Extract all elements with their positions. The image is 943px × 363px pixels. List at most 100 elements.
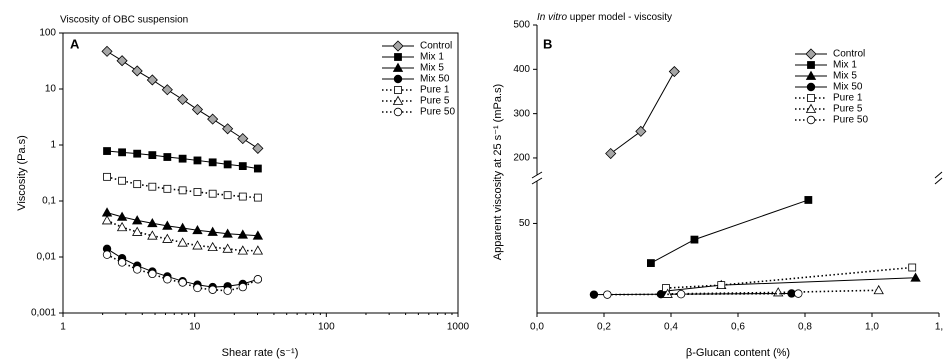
marker	[717, 281, 726, 290]
marker	[161, 84, 173, 96]
marker	[253, 193, 262, 202]
marker	[662, 284, 670, 292]
legend-label: Mix 1	[833, 60, 857, 71]
marker	[132, 226, 143, 236]
marker	[253, 275, 263, 284]
x-tick-label: 0,2	[597, 322, 611, 333]
marker	[178, 186, 187, 195]
marker	[222, 228, 233, 238]
legend-label: Pure 1	[833, 93, 863, 104]
marker	[207, 113, 219, 125]
marker	[222, 243, 233, 253]
marker	[101, 207, 113, 217]
marker	[178, 278, 187, 287]
marker	[101, 45, 113, 57]
y-tick-label: 100	[39, 28, 56, 39]
marker	[178, 154, 187, 163]
marker	[223, 286, 232, 295]
marker	[177, 93, 189, 106]
marker	[647, 259, 655, 267]
marker	[117, 258, 127, 267]
marker	[805, 103, 817, 113]
marker	[103, 147, 111, 155]
marker	[148, 151, 157, 160]
marker	[192, 224, 203, 235]
marker	[238, 282, 247, 292]
marker	[806, 115, 816, 125]
legend-label: Mix 1	[420, 52, 444, 63]
legend-label: Pure 1	[420, 85, 450, 96]
marker	[392, 62, 404, 72]
series-line	[665, 266, 913, 289]
marker	[589, 290, 599, 299]
marker	[116, 211, 128, 221]
axis-break	[531, 171, 943, 185]
marker	[208, 189, 217, 198]
marker	[192, 240, 203, 250]
y-tick-label: 1	[50, 140, 56, 151]
marker	[910, 272, 921, 282]
marker	[116, 55, 128, 67]
marker	[237, 229, 248, 239]
marker	[133, 149, 142, 158]
legend-label: Pure 5	[420, 96, 450, 107]
marker	[773, 287, 784, 297]
legend-label: Control	[420, 41, 452, 52]
marker	[690, 235, 699, 244]
marker	[193, 188, 202, 196]
y-tick-label: 500	[513, 20, 530, 31]
chart-title: Viscosity of OBC suspension	[60, 15, 188, 26]
marker	[237, 133, 249, 145]
marker	[162, 220, 173, 230]
marker	[662, 288, 673, 298]
marker	[147, 230, 158, 240]
plot-frame	[62, 32, 459, 314]
marker	[222, 123, 234, 135]
chart-title: In vitro upper model - viscosity	[537, 12, 672, 23]
marker	[804, 196, 813, 204]
marker	[207, 226, 218, 236]
marker	[193, 156, 202, 165]
marker	[207, 241, 218, 252]
marker	[605, 147, 617, 160]
marker	[177, 222, 188, 232]
marker	[668, 65, 680, 78]
marker	[807, 94, 815, 102]
marker	[191, 103, 204, 116]
x-tick-label: 0,8	[798, 322, 812, 333]
y-tick-label: 300	[513, 108, 530, 119]
y-axis-label: Viscosity (Pa.s)	[16, 135, 28, 211]
marker	[163, 275, 172, 284]
marker	[794, 289, 803, 298]
legend-label: Mix 5	[833, 71, 857, 82]
legend-label: Pure 50	[420, 107, 455, 118]
marker	[393, 74, 403, 84]
marker	[908, 263, 917, 272]
marker	[635, 125, 647, 137]
legend-label: Mix 50	[420, 74, 450, 85]
marker	[146, 74, 158, 86]
marker	[807, 61, 815, 69]
marker	[118, 176, 126, 185]
marker	[102, 250, 112, 259]
marker	[394, 53, 402, 61]
title-rest: upper model - viscosity	[570, 12, 672, 23]
x-tick-label: 0,0	[530, 322, 544, 333]
marker	[238, 162, 247, 170]
marker	[163, 153, 172, 161]
title-italic: In vitro	[537, 12, 567, 23]
y-axis-label: Apparent viscosity at 25 s⁻¹ (mPa.s)	[492, 84, 504, 260]
marker	[252, 230, 264, 240]
marker	[118, 148, 126, 157]
legend-label: Mix 5	[420, 63, 444, 74]
series-line	[610, 71, 675, 154]
legend-label: Mix 50	[833, 82, 863, 93]
legend-label: Control	[833, 49, 865, 60]
marker	[177, 237, 188, 247]
marker	[676, 290, 686, 299]
y-tick-label: 50	[519, 218, 531, 229]
y-tick-label: 0,01	[37, 252, 57, 263]
marker	[208, 285, 217, 294]
y-tick-label: 400	[513, 64, 530, 75]
